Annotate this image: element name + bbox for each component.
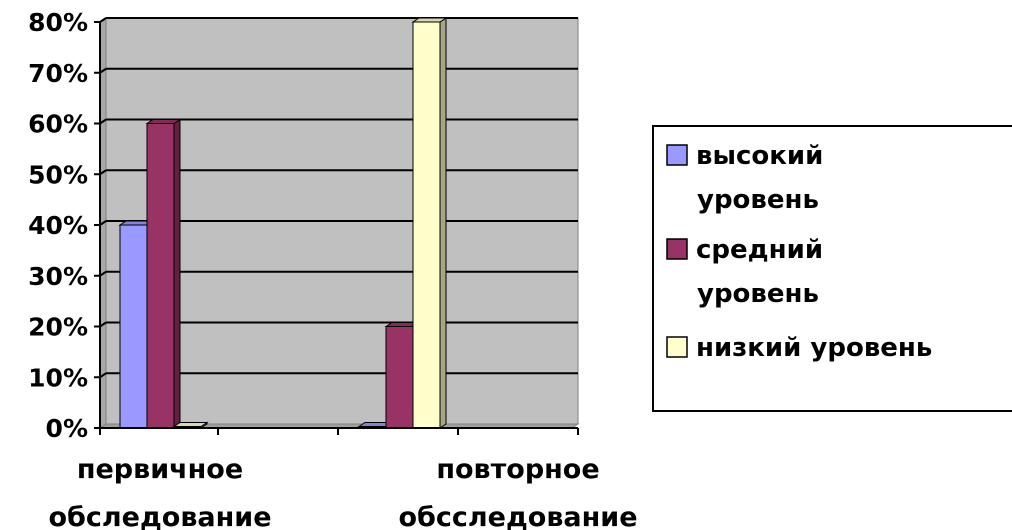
legend-label: уровень <box>697 185 819 215</box>
legend-swatch <box>666 144 688 166</box>
y-tick-label: 10% <box>28 363 88 392</box>
bar <box>411 17 448 429</box>
x-category-label: повторное <box>436 454 599 485</box>
bar-top <box>145 119 182 124</box>
legend: высокий уровень средний уровень низкий урове… <box>652 125 1012 412</box>
bar-top <box>411 17 448 23</box>
y-tick-label: 20% <box>28 313 88 342</box>
legend-label: уровень <box>697 279 819 309</box>
bar-side <box>439 17 447 429</box>
bar-top <box>172 422 209 427</box>
bar-front <box>119 224 148 429</box>
x-category-label: обсследование <box>398 502 637 530</box>
legend-label: низкий уровень <box>696 333 932 363</box>
legend-swatch <box>666 238 688 260</box>
legend-swatch <box>666 336 688 358</box>
y-tick-label: 30% <box>28 262 88 291</box>
bar-front <box>412 21 441 429</box>
legend-label: высокий <box>696 141 823 171</box>
y-tick-label: 70% <box>28 59 88 88</box>
x-category-label: первичное <box>77 454 243 485</box>
bar-front <box>385 326 414 429</box>
y-tick-label: 80% <box>28 8 88 37</box>
bar <box>145 118 182 429</box>
axes: 0% 10% 20% 30% 40% 50% 60% 70% 80% первичное обсле… <box>28 8 637 530</box>
bar-front <box>146 123 175 429</box>
bars <box>118 17 448 429</box>
y-tick-label: 60% <box>28 110 88 139</box>
y-tick-label: 50% <box>28 160 88 189</box>
y-tick-label: 40% <box>28 211 88 240</box>
bar-side <box>173 118 181 429</box>
x-category-label: обследование <box>48 502 271 530</box>
legend-label: средний <box>696 235 823 265</box>
gridline-side <box>99 17 107 23</box>
y-tick-label: 0% <box>46 414 88 443</box>
plot-area <box>98 17 580 429</box>
legend-box <box>652 125 1012 412</box>
